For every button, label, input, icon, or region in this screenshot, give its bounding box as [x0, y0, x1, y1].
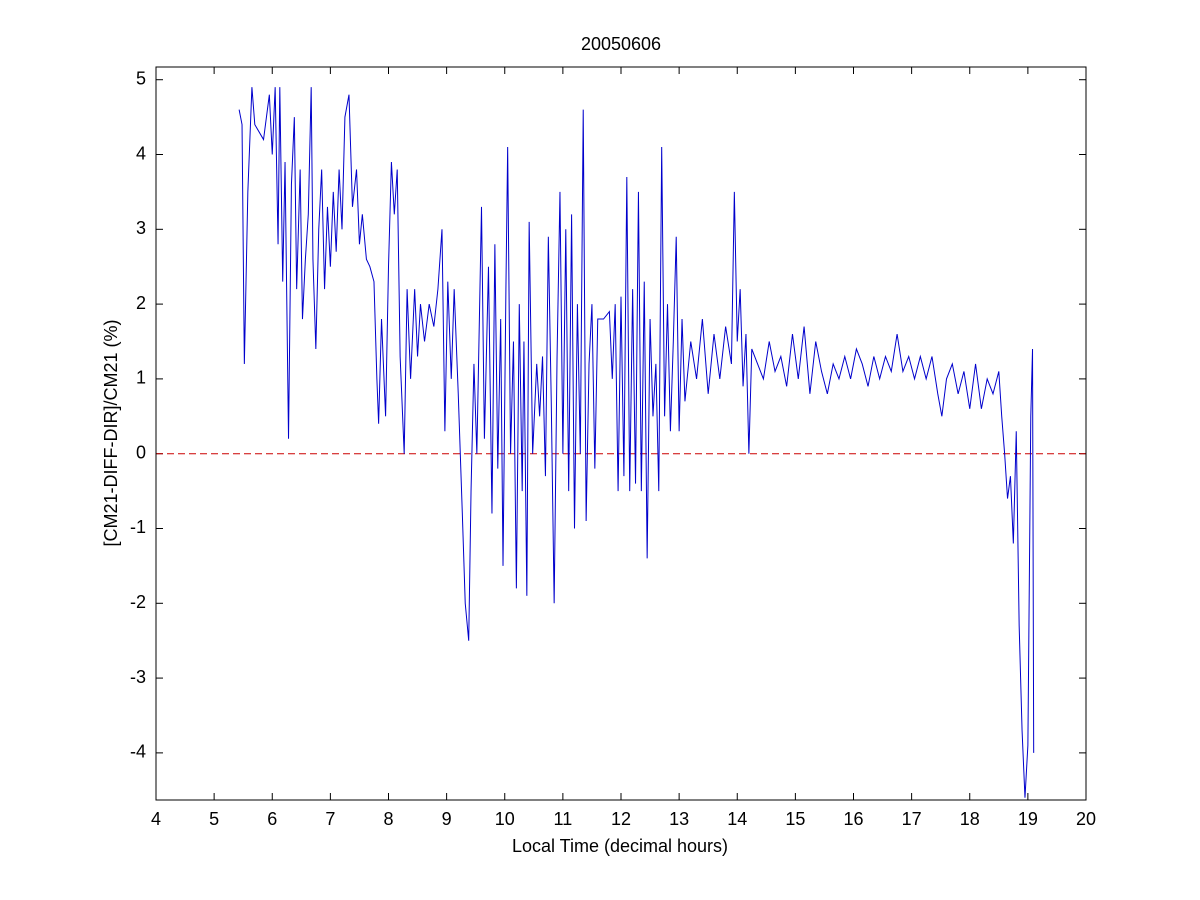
x-tick-label: 19	[1018, 809, 1038, 829]
x-tick-label: 13	[669, 809, 689, 829]
x-tick-label: 8	[383, 809, 393, 829]
x-tick-label: 9	[442, 809, 452, 829]
chart-title: 20050606	[581, 34, 661, 54]
x-tick-label: 10	[495, 809, 515, 829]
x-tick-label: 4	[151, 809, 161, 829]
y-tick-label: 3	[136, 218, 146, 238]
x-tick-label: 5	[209, 809, 219, 829]
data-line	[238, 87, 1035, 798]
y-tick-label: 5	[136, 68, 146, 88]
y-tick-label: -1	[130, 517, 146, 537]
y-tick-label: 1	[136, 368, 146, 388]
y-tick-label: 2	[136, 293, 146, 313]
y-tick-label: -2	[130, 592, 146, 612]
axes-box	[155, 66, 1087, 801]
x-tick-label: 14	[727, 809, 747, 829]
x-tick-label: 6	[267, 809, 277, 829]
x-axis-label: Local Time (decimal hours)	[512, 836, 728, 856]
y-axis-label: [CM21-DIFF-DIR]/CM21 (%)	[101, 319, 121, 546]
x-tick-label: 7	[325, 809, 335, 829]
y-tick-label: -3	[130, 667, 146, 687]
x-tick-label: 11	[554, 809, 573, 829]
x-tick-label: 12	[611, 809, 631, 829]
x-tick-label: 15	[785, 809, 805, 829]
x-tick-label: 17	[902, 809, 922, 829]
y-tick-label: 0	[136, 442, 146, 462]
x-tick-label: 16	[843, 809, 863, 829]
x-tick-label: 20	[1076, 809, 1096, 829]
y-tick-label: 4	[136, 143, 146, 163]
y-tick-label: -4	[130, 742, 146, 762]
x-tick-label: 18	[960, 809, 980, 829]
